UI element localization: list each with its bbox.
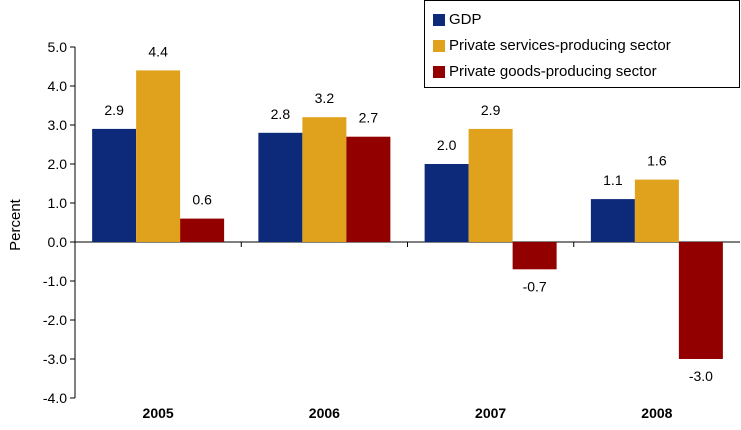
- bar: [180, 218, 225, 242]
- data-label: 2.7: [359, 110, 379, 126]
- data-label: 2.8: [271, 106, 291, 122]
- data-label: 1.1: [603, 172, 623, 188]
- data-label: 2.9: [481, 102, 501, 118]
- bar: [634, 179, 679, 242]
- legend-swatch-services: [433, 39, 445, 52]
- bar: [678, 242, 723, 359]
- bar: [424, 164, 469, 242]
- x-tick-label: 2008: [641, 405, 672, 421]
- legend-swatch-gdp: [433, 13, 445, 26]
- data-label: 4.4: [148, 43, 168, 59]
- y-tick-label: 1.0: [48, 195, 68, 211]
- data-label: -0.7: [523, 278, 547, 294]
- legend-swatch-goods: [433, 65, 445, 78]
- y-tick-label: 0.0: [48, 234, 68, 250]
- bar-layer: [92, 70, 723, 359]
- legend: GDP Private services-producing sector Pr…: [424, 0, 740, 88]
- legend-item-gdp: GDP: [433, 11, 482, 28]
- bar: [92, 128, 137, 242]
- data-label: 1.6: [647, 153, 667, 169]
- y-tick-label: 4.0: [48, 78, 68, 94]
- bar: [590, 199, 635, 242]
- legend-label-gdp: GDP: [449, 11, 482, 28]
- bar: [512, 242, 557, 270]
- bar: [468, 128, 513, 242]
- legend-item-goods: Private goods-producing sector: [433, 63, 657, 80]
- y-tick-label: -2.0: [43, 312, 67, 328]
- bar: [302, 117, 347, 242]
- y-tick-label: -1.0: [43, 273, 67, 289]
- legend-item-services: Private services-producing sector: [433, 37, 671, 54]
- data-label: 0.6: [192, 192, 212, 208]
- y-tick-label: -4.0: [43, 390, 67, 406]
- label-layer: 2.9 4.4 0.6 2.8 3.2 2.7 2.0 2.9 -0.7 1.1 1.6 -3.0: [104, 43, 713, 384]
- data-label: -3.0: [689, 368, 713, 384]
- bar: [258, 132, 303, 242]
- legend-label-goods: Private goods-producing sector: [449, 63, 657, 80]
- data-label: 3.2: [315, 90, 335, 106]
- y-axis-title: Percent: [7, 198, 24, 251]
- axis-layer: 5.0 4.0 3.0 2.0 1.0 0.0 -1.0 -2.0 -3.0 -4.0 2005 20…: [43, 39, 740, 421]
- y-tick-label: 3.0: [48, 117, 68, 133]
- x-tick-label: 2005: [143, 405, 174, 421]
- y-tick-label: 2.0: [48, 156, 68, 172]
- x-tick-label: 2007: [475, 405, 506, 421]
- bar: [136, 70, 181, 243]
- y-tick-label: -3.0: [43, 351, 67, 367]
- legend-label-services: Private services-producing sector: [449, 37, 671, 54]
- x-tick-label: 2006: [309, 405, 340, 421]
- data-label: 2.9: [104, 102, 124, 118]
- bar: [346, 136, 391, 242]
- data-label: 2.0: [437, 137, 457, 153]
- y-tick-label: 5.0: [48, 39, 68, 55]
